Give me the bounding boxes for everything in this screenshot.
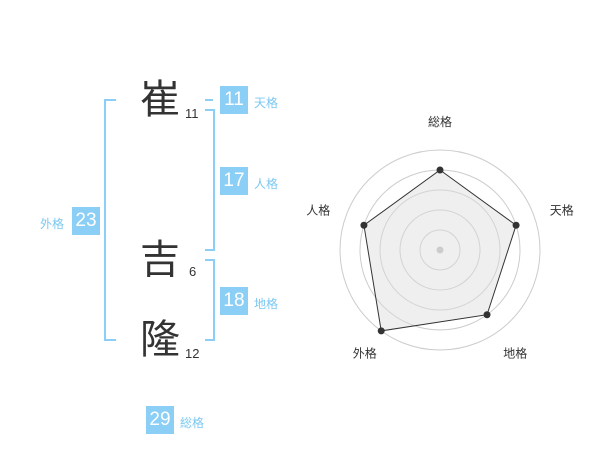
- radar-axis-label: 人格: [306, 202, 330, 217]
- radar-ring: [379, 189, 501, 311]
- radar-point-4: [360, 221, 368, 229]
- name-char-3: 隆: [140, 317, 180, 363]
- radar-ring: [339, 149, 541, 351]
- chikaku-label: 地格: [254, 297, 279, 311]
- radar-point-0: [436, 166, 444, 174]
- tenkaku-value: 11: [220, 86, 248, 114]
- gaikaku-bracket: [104, 99, 116, 341]
- chikaku-value: 18: [220, 287, 248, 315]
- radar-axis-label: 天格: [550, 202, 574, 217]
- name-char-2: 吉: [140, 237, 180, 283]
- chikaku-bracket: [205, 259, 215, 341]
- radar-point-2: [483, 311, 491, 319]
- soukaku-value: 29: [146, 406, 174, 434]
- gaikaku-value: 23: [72, 207, 100, 235]
- radar-point-1: [512, 221, 520, 229]
- radar-ring: [399, 209, 481, 291]
- jinkaku-value: 17: [220, 167, 248, 195]
- jinkaku-label: 人格: [254, 177, 279, 191]
- stroke-count-3: 12: [185, 346, 200, 361]
- radar-axis-label: 地格: [503, 346, 527, 361]
- tenkaku-label: 天格: [254, 96, 279, 110]
- gaikaku-label: 外格: [40, 217, 65, 231]
- jinkaku-bracket: [205, 109, 215, 251]
- radar-point-3: [377, 327, 385, 335]
- radar-axis-label: 外格: [353, 346, 377, 361]
- tenkaku-bracket: [205, 99, 213, 101]
- name-char-1: 崔: [140, 77, 180, 123]
- soukaku-label: 総格: [180, 416, 205, 430]
- stroke-count-2: 6: [189, 264, 197, 279]
- radar-center: [436, 246, 444, 254]
- radar-axis-label: 総格: [428, 114, 452, 129]
- radar-ring: [419, 229, 461, 271]
- stroke-count-1: 11: [185, 106, 199, 121]
